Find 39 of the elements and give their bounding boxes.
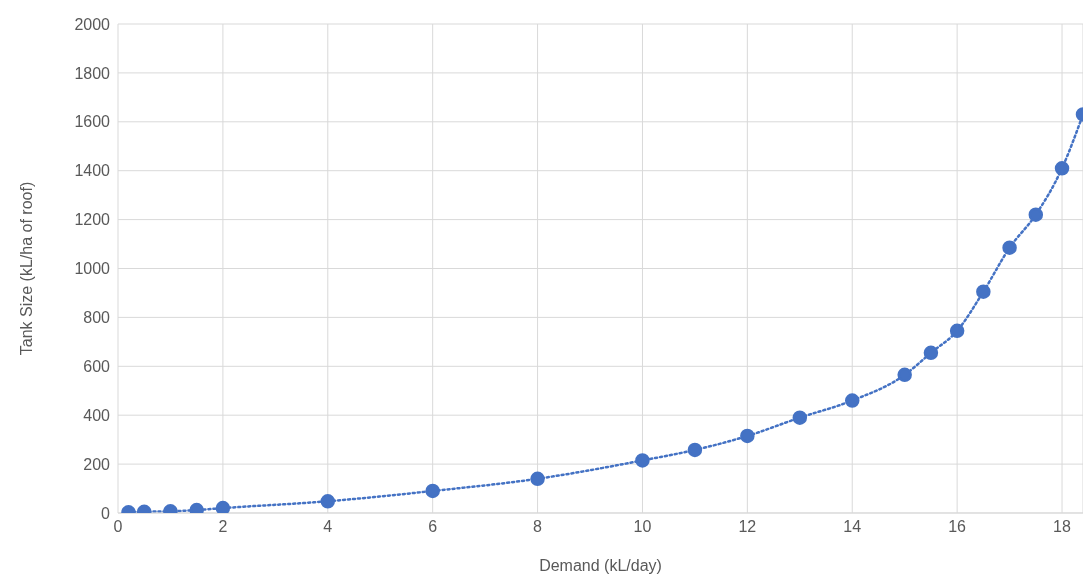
point — [425, 483, 440, 499]
y-tick-label: 1800 — [74, 64, 111, 82]
y-axis-title: Tank Size (kL/ha of roof) — [17, 181, 35, 356]
y-tick-label: 0 — [101, 504, 111, 522]
point — [1054, 161, 1070, 176]
y-tick-label: 200 — [83, 455, 111, 473]
point — [635, 453, 650, 468]
point — [923, 345, 939, 361]
x-tick-label: 2 — [218, 518, 228, 536]
point — [844, 393, 860, 408]
y-tick-label: 800 — [83, 309, 111, 327]
point — [1002, 240, 1017, 255]
y-tick-label: 2000 — [74, 15, 111, 33]
point — [792, 410, 808, 425]
y-tick-label: 1400 — [74, 162, 111, 180]
point — [897, 367, 912, 383]
x-tick-label: 6 — [428, 518, 438, 536]
y-tick-label: 1000 — [74, 260, 111, 278]
x-tick-label: 4 — [323, 518, 333, 536]
point — [1028, 207, 1044, 222]
y-tick-label: 400 — [83, 406, 111, 424]
point — [320, 494, 336, 509]
x-tick-label: 12 — [738, 518, 757, 536]
x-axis-title: Demand (kL/day) — [539, 557, 662, 574]
y-tick-label: 600 — [83, 357, 111, 375]
x-tick-label: 10 — [633, 518, 652, 536]
x-tick-label: 0 — [113, 518, 123, 536]
point — [215, 500, 231, 513]
point — [976, 284, 991, 299]
y-tick-label: 1200 — [74, 211, 111, 229]
x-tick-label: 8 — [533, 518, 543, 536]
x-tick-label: 18 — [1053, 518, 1072, 536]
point — [687, 442, 703, 458]
point — [530, 471, 545, 487]
point — [740, 428, 755, 444]
y-tick-label: 1600 — [74, 113, 111, 131]
point — [949, 323, 965, 339]
x-tick-label: 16 — [948, 518, 967, 536]
x-tick-label: 14 — [843, 518, 862, 536]
